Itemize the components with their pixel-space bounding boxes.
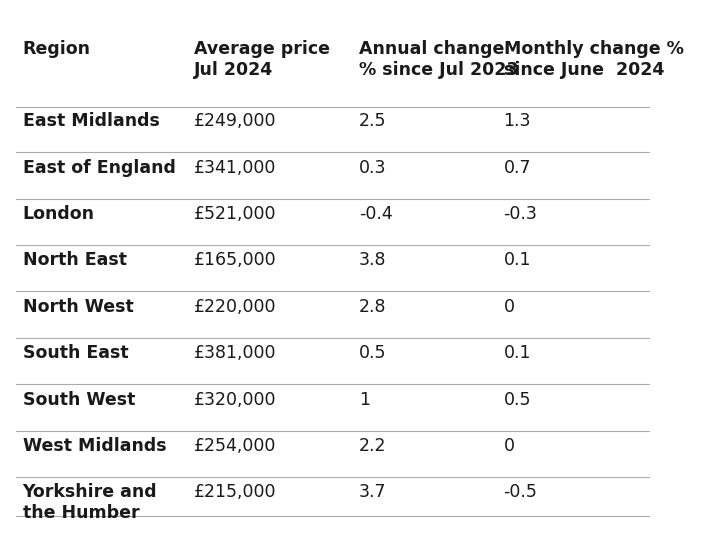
Text: £521,000: £521,000	[194, 205, 276, 223]
Text: 0: 0	[503, 437, 515, 455]
Text: 3.7: 3.7	[359, 483, 386, 501]
Text: 2.8: 2.8	[359, 298, 386, 316]
Text: North East: North East	[23, 251, 127, 270]
Text: 0.7: 0.7	[503, 158, 531, 177]
Text: Yorkshire and
the Humber: Yorkshire and the Humber	[23, 483, 157, 522]
Text: £249,000: £249,000	[194, 112, 276, 130]
Text: 0.3: 0.3	[359, 158, 386, 177]
Text: £254,000: £254,000	[194, 437, 276, 455]
Text: Monthly change %
since June  2024: Monthly change % since June 2024	[503, 40, 684, 79]
Text: Average price
Jul 2024: Average price Jul 2024	[194, 40, 330, 79]
Text: Annual change
% since Jul 2023: Annual change % since Jul 2023	[359, 40, 518, 79]
Text: South West: South West	[23, 391, 135, 409]
Text: South East: South East	[23, 344, 128, 362]
Text: 2.5: 2.5	[359, 112, 386, 130]
Text: 1.3: 1.3	[503, 112, 531, 130]
Text: London: London	[23, 205, 95, 223]
Text: £381,000: £381,000	[194, 344, 276, 362]
Text: £341,000: £341,000	[194, 158, 276, 177]
Text: £220,000: £220,000	[194, 298, 276, 316]
Text: 0: 0	[503, 298, 515, 316]
Text: East of England: East of England	[23, 158, 175, 177]
Text: East Midlands: East Midlands	[23, 112, 159, 130]
Text: -0.4: -0.4	[359, 205, 392, 223]
Text: -0.3: -0.3	[503, 205, 538, 223]
Text: 0.1: 0.1	[503, 251, 531, 270]
Text: £215,000: £215,000	[194, 483, 276, 501]
Text: 2.2: 2.2	[359, 437, 386, 455]
Text: 3.8: 3.8	[359, 251, 386, 270]
Text: North West: North West	[23, 298, 133, 316]
Text: -0.5: -0.5	[503, 483, 538, 501]
Text: 1: 1	[359, 391, 370, 409]
Text: Region: Region	[23, 40, 90, 58]
Text: £165,000: £165,000	[194, 251, 276, 270]
Text: 0.5: 0.5	[503, 391, 531, 409]
Text: 0.1: 0.1	[503, 344, 531, 362]
Text: £320,000: £320,000	[194, 391, 276, 409]
Text: 0.5: 0.5	[359, 344, 386, 362]
Text: West Midlands: West Midlands	[23, 437, 166, 455]
